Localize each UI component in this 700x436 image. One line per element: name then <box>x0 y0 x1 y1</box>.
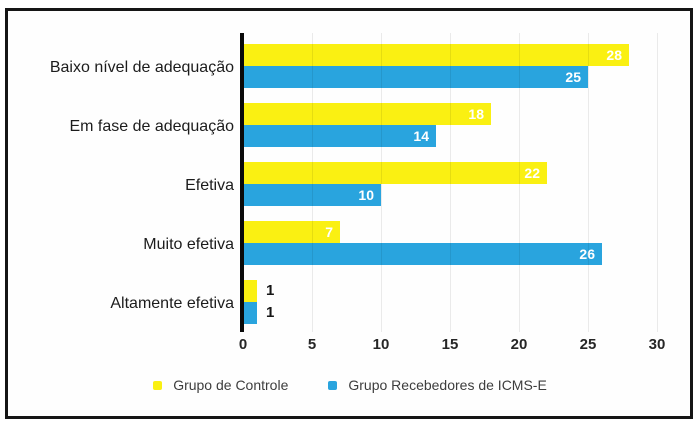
y-axis-line <box>240 33 244 332</box>
category-label: Em fase de adequação <box>69 118 234 135</box>
bar-value-label: 26 <box>579 246 595 262</box>
legend: Grupo de Controle Grupo Recebedores de IC… <box>0 377 700 393</box>
category-label: Altamente efetiva <box>110 295 234 312</box>
category-label: Baixo nível de adequação <box>49 59 234 76</box>
legend-item: Grupo de Controle <box>153 377 288 393</box>
legend-item: Grupo Recebedores de ICMS-E <box>328 377 547 393</box>
category-label: Efetiva <box>185 177 234 194</box>
bar-value-label: 7 <box>325 224 333 240</box>
bar-series-0-cat-2: 22 <box>243 162 547 184</box>
bar-series-1-cat-4: 1 <box>243 302 274 324</box>
bar-value-label: 28 <box>606 47 622 63</box>
bar-series-0-cat-1: 18 <box>243 103 491 125</box>
bar-value-label: 22 <box>524 165 540 181</box>
bar-value-label: 18 <box>468 106 484 122</box>
bar-value-label: 25 <box>565 69 581 85</box>
bar-series-1-cat-3: 26 <box>243 243 602 265</box>
bar-value-label: 10 <box>358 187 374 203</box>
bar-value-label: 1 <box>266 282 275 299</box>
bar-series-1-cat-2: 10 <box>243 184 381 206</box>
x-axis-tick-label: 0 <box>238 336 248 353</box>
bar-series-0-cat-3: 7 <box>243 221 340 243</box>
x-axis-tick-label: 25 <box>579 336 597 353</box>
legend-label: Grupo de Controle <box>173 377 289 393</box>
bar-series-0-cat-0: 28 <box>243 44 629 66</box>
bar-value-label: 14 <box>413 128 429 144</box>
x-axis-tick-label: 30 <box>648 336 666 353</box>
x-axis-tick-label: 10 <box>372 336 390 353</box>
legend-label: Grupo Recebedores de ICMS-E <box>348 377 547 393</box>
gridline <box>450 33 451 332</box>
gridline <box>657 33 658 332</box>
bar-series-0-cat-4: 1 <box>243 280 274 302</box>
gridline <box>588 33 589 332</box>
x-axis-tick-label: 5 <box>307 336 317 353</box>
bar-series-1-cat-0: 25 <box>243 66 588 88</box>
bar-series-1-cat-1: 14 <box>243 125 436 147</box>
gridline <box>381 33 382 332</box>
gridline <box>312 33 313 332</box>
legend-marker-icon <box>328 380 338 390</box>
legend-marker-icon <box>153 380 163 390</box>
category-label: Muito efetiva <box>143 236 234 253</box>
x-axis-tick-label: 20 <box>510 336 528 353</box>
gridline <box>519 33 520 332</box>
bar-value-label: 1 <box>266 304 275 321</box>
x-axis-tick-label: 15 <box>441 336 459 353</box>
